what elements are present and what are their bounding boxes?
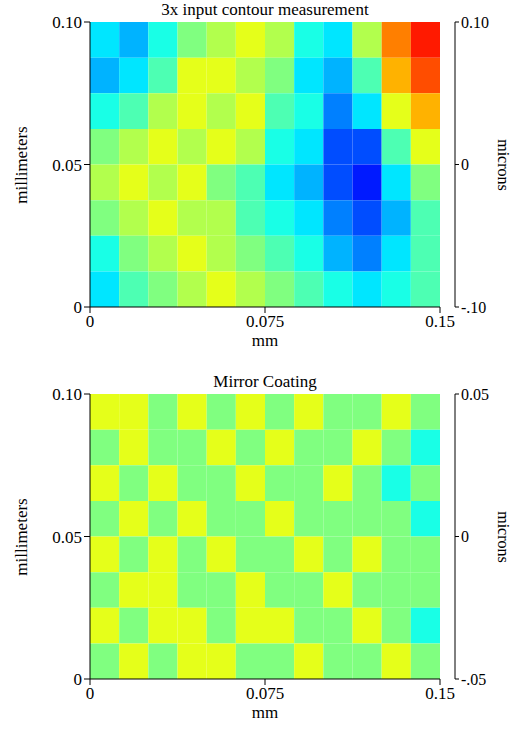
svg-text:0.15: 0.15 <box>425 312 455 331</box>
html-text:millimeters: millimeters <box>12 497 31 576</box>
html-text:millimeters: millimeters <box>12 125 31 204</box>
html-text:mm: mm <box>251 703 279 722</box>
svg-text:0: 0 <box>86 684 95 703</box>
svg-text:-.10: -.10 <box>461 299 486 316</box>
svg-text:0.15: 0.15 <box>425 684 455 703</box>
svg-text:0.10: 0.10 <box>461 14 489 31</box>
svg-text:0.075: 0.075 <box>246 684 284 703</box>
svg-text:0.05: 0.05 <box>461 386 489 403</box>
svg-text:-.05: -.05 <box>461 671 486 688</box>
svg-text:0.05: 0.05 <box>52 528 82 547</box>
svg-text:0: 0 <box>461 156 469 173</box>
svg-text:0: 0 <box>74 670 83 689</box>
html-text:mm: mm <box>251 331 279 350</box>
svg-text:0.10: 0.10 <box>52 13 82 32</box>
html-text:microns: microns <box>495 138 512 191</box>
html-text:microns: microns <box>495 510 512 563</box>
svg-text:0: 0 <box>86 312 95 331</box>
svg-text:0: 0 <box>461 528 469 545</box>
svg-text:0.05: 0.05 <box>52 156 82 175</box>
html-text:Mirror Coating: Mirror Coating <box>213 372 317 391</box>
svg-text:0: 0 <box>74 298 83 317</box>
html-text:3x input contour measurement: 3x input contour measurement <box>161 0 369 19</box>
svg-text:0.10: 0.10 <box>52 385 82 404</box>
svg-text:0.075: 0.075 <box>246 312 284 331</box>
